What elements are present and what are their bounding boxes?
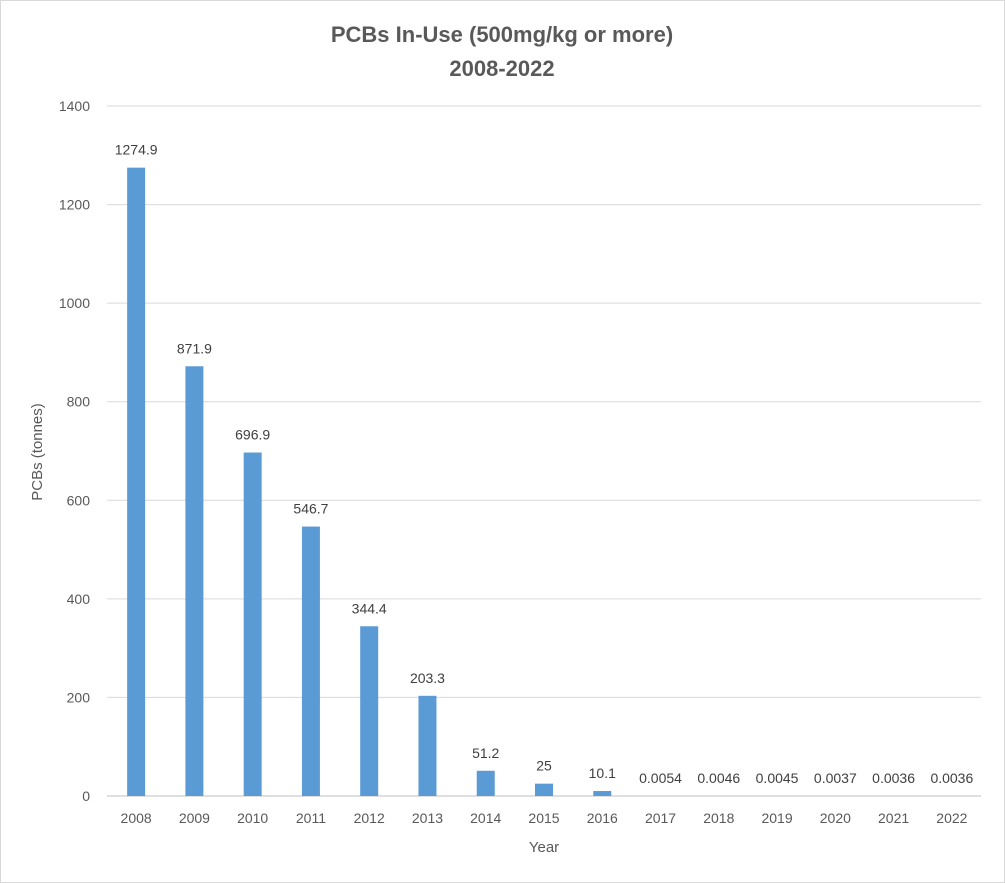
x-tick-label: 2016	[587, 810, 618, 826]
x-tick-label: 2011	[296, 810, 326, 826]
chart-title: PCBs In-Use (500mg/kg or more)	[331, 22, 673, 47]
y-tick-label: 400	[67, 591, 91, 607]
data-label: 344.4	[352, 600, 387, 616]
data-labels: 1274.9 871.9 696.9 546.7 344.4 203.3 51.2 25 10.…	[115, 142, 974, 786]
data-label: 51.2	[472, 745, 499, 761]
y-axis-title: PCBs (tonnes)	[29, 403, 46, 501]
bar	[360, 626, 379, 796]
data-label: 10.1	[589, 765, 616, 781]
data-label: 0.0036	[872, 770, 915, 786]
y-tick-label: 0	[82, 788, 90, 804]
y-axis-ticks: 0 200 400 600 800 1000 1200 1400	[59, 98, 90, 804]
bar	[127, 167, 146, 796]
x-axis-ticks: 2008 2009 2010 2011 2012 2013 2014 2015 2016 2017…	[121, 810, 968, 826]
x-tick-label: 2014	[470, 810, 501, 826]
x-tick-label: 2010	[237, 810, 268, 826]
data-label: 0.0036	[930, 770, 973, 786]
gridlines	[107, 105, 981, 797]
y-tick-label: 1000	[59, 295, 90, 311]
x-tick-label: 2018	[703, 810, 734, 826]
y-tick-label: 1200	[59, 197, 90, 213]
data-label: 871.9	[177, 340, 212, 356]
data-label: 0.0054	[639, 770, 682, 786]
data-label: 203.3	[410, 670, 445, 686]
data-label: 0.0037	[814, 770, 857, 786]
x-tick-label: 2009	[179, 810, 210, 826]
bar	[593, 791, 612, 796]
x-tick-label: 2022	[936, 810, 967, 826]
data-label: 0.0045	[756, 770, 799, 786]
y-tick-label: 1400	[59, 98, 90, 114]
x-tick-label: 2017	[645, 810, 676, 826]
x-tick-label: 2013	[412, 810, 443, 826]
data-label: 1274.9	[115, 142, 158, 158]
x-tick-label: 2021	[878, 810, 909, 826]
data-label: 0.0046	[697, 770, 740, 786]
bar	[418, 695, 437, 796]
bar	[243, 452, 262, 796]
y-tick-label: 800	[67, 394, 91, 410]
bars	[127, 167, 961, 796]
y-tick-label: 200	[67, 689, 91, 705]
x-tick-label: 2015	[528, 810, 559, 826]
y-tick-label: 600	[67, 492, 91, 508]
x-axis-title: Year	[529, 839, 559, 856]
x-tick-label: 2012	[354, 810, 385, 826]
data-label: 696.9	[235, 427, 270, 443]
bar	[301, 526, 320, 796]
data-label: 25	[536, 758, 552, 774]
bar	[535, 783, 553, 796]
data-label: 546.7	[293, 501, 328, 517]
bar	[476, 770, 495, 796]
bar	[185, 366, 204, 796]
x-tick-label: 2020	[820, 810, 851, 826]
x-tick-label: 2019	[761, 810, 792, 826]
chart-subtitle: 2008-2022	[449, 56, 554, 81]
x-tick-label: 2008	[121, 810, 152, 826]
